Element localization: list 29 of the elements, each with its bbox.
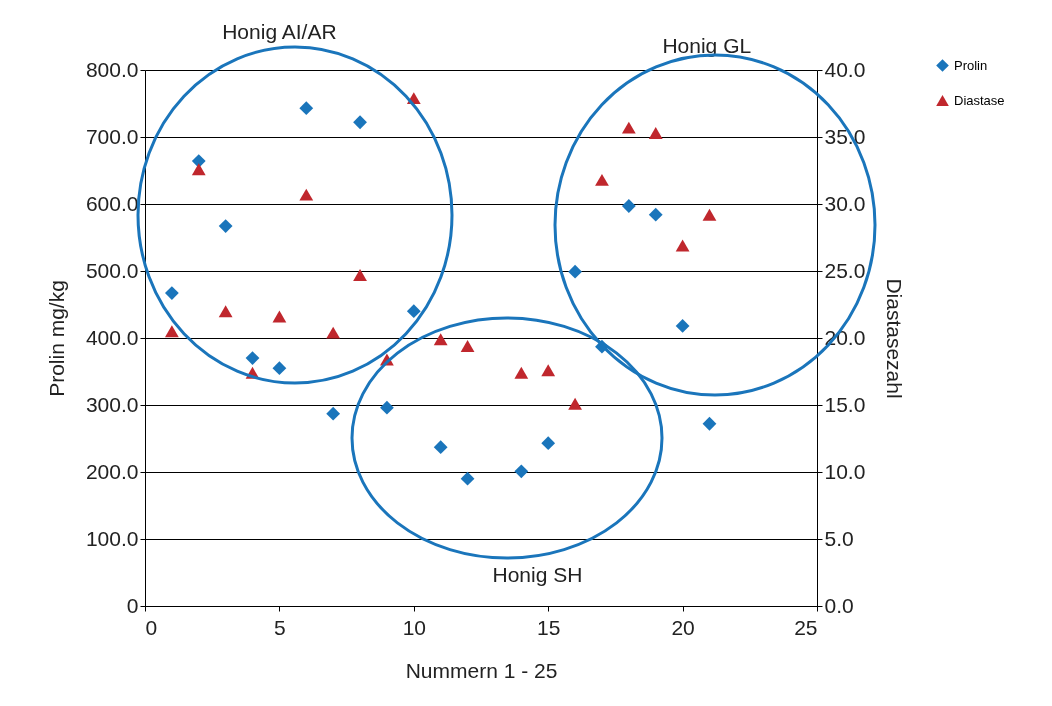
text: Honig AI/AR [222, 20, 337, 44]
x-tick-label: 0 [145, 615, 158, 639]
annotation: Honig SH [492, 562, 583, 586]
y2-tick-label: 25.0 [824, 258, 866, 282]
y2-tick-label: 15.0 [824, 392, 866, 416]
y2-axis-title: Diastasezahl [883, 278, 907, 399]
y2-tick-label: 40.0 [824, 57, 866, 81]
y-tick-label: 700.0 [85, 124, 139, 148]
legend-label: Diastase [954, 92, 1005, 108]
y2-tick-label: 5.0 [824, 526, 854, 550]
x-tick-label: 10 [402, 615, 426, 639]
y-tick-label: 200.0 [85, 459, 139, 483]
legend-label: Prolin [954, 57, 988, 73]
y2-tick-label: 10.0 [824, 459, 866, 483]
y-tick-label: 300.0 [85, 392, 139, 416]
y-tick-label: 500.0 [85, 258, 139, 282]
x-tick-label: 20 [671, 615, 695, 639]
y-tick-label: 400.0 [85, 325, 139, 349]
y-tick-label: 0 [126, 593, 139, 617]
x-axis-title: Nummern 1 - 25 [405, 658, 558, 682]
x-tick-label: 15 [537, 615, 561, 639]
y2-tick-label: 0.0 [824, 593, 854, 617]
x-tick-label: 5 [274, 615, 286, 639]
y-axis-title: Prolin mg/kg [44, 280, 68, 397]
text: Honig GL [662, 33, 752, 57]
y-tick-label: 800.0 [85, 57, 139, 81]
y-tick-label: 100.0 [85, 526, 139, 550]
y2-tick-label: 30.0 [824, 191, 866, 215]
x-tick-label: 25 [794, 615, 818, 639]
